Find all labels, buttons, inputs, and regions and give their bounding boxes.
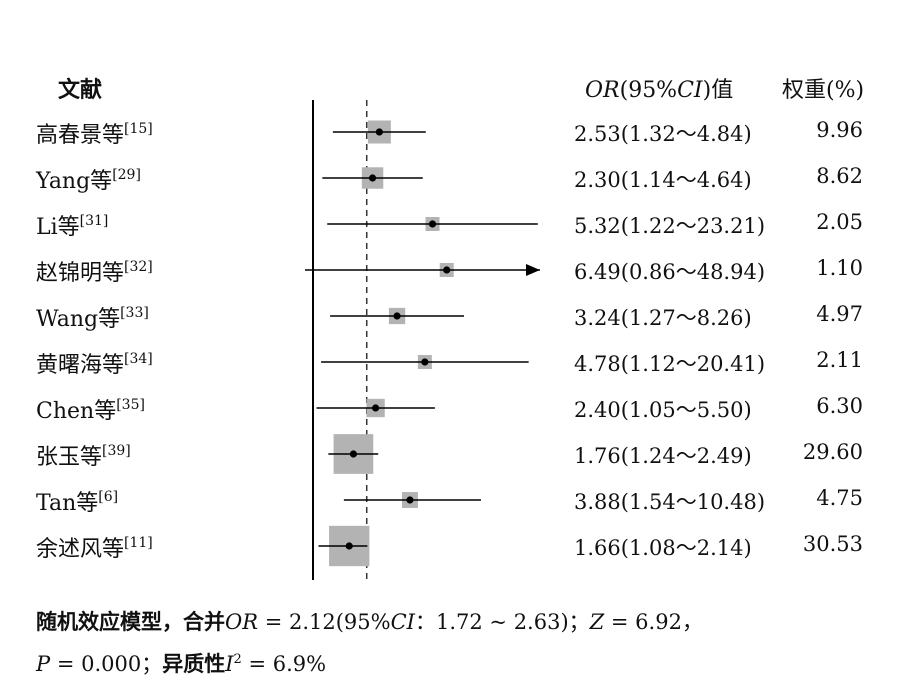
header-weight: 权重(%) <box>782 78 865 103</box>
or-ci-value: 3.24(1.27～8.26) <box>574 306 752 330</box>
study-reference: [32] <box>124 259 153 275</box>
summary-line-1: 随机效应模型，合并OR = 2.12(95%CI：1.72 ~ 2.63)；Z … <box>36 609 703 634</box>
study-label: 黄曙海等[34] <box>36 347 153 379</box>
study-label: 余述风等[11] <box>36 531 153 563</box>
ci-arrow <box>526 264 540 276</box>
weight-value: 4.97 <box>816 302 863 326</box>
or-ci-value: 3.88(1.54～10.48) <box>574 490 766 514</box>
point-estimate <box>443 266 451 274</box>
weight-value: 29.60 <box>802 440 863 464</box>
point-estimate <box>349 450 358 458</box>
study-reference: [34] <box>124 351 153 367</box>
study-name: Li等 <box>36 215 80 240</box>
study-label: Chen等[35] <box>36 393 145 425</box>
study-label: 高春景等[15] <box>36 117 153 149</box>
point-estimate <box>368 174 377 182</box>
or-ci-value: 2.53(1.32～4.84) <box>574 122 752 146</box>
or-ci-value: 1.66(1.08～2.14) <box>574 536 752 560</box>
study-reference: [33] <box>120 305 149 321</box>
study-name: Tan等 <box>36 491 99 516</box>
study-reference: [6] <box>98 489 119 505</box>
weight-value: 6.30 <box>816 394 863 418</box>
point-estimate <box>421 358 429 366</box>
weight-value: 4.75 <box>816 486 863 510</box>
weight-value: 2.11 <box>816 348 863 372</box>
study-label: 赵锦明等[32] <box>36 255 153 287</box>
study-name: Chen等 <box>36 399 117 424</box>
weight-value: 8.62 <box>816 164 863 188</box>
study-reference: [31] <box>79 213 109 229</box>
header-study: 文献 <box>58 77 103 103</box>
or-ci-value: 5.32(1.22～23.21) <box>574 214 766 238</box>
study-reference: [15] <box>124 121 153 137</box>
study-reference: [29] <box>112 167 141 183</box>
weight-value: 2.05 <box>816 210 863 234</box>
study-reference: [35] <box>116 397 145 413</box>
point-estimate <box>375 128 383 136</box>
weight-value: 9.96 <box>816 118 863 142</box>
study-reference: [39] <box>102 443 131 459</box>
study-name: 张玉等 <box>36 445 103 470</box>
point-estimate <box>371 404 380 412</box>
study-name: 余述风等 <box>36 537 125 562</box>
study-reference: [11] <box>124 535 153 551</box>
study-name: Wang等 <box>36 307 121 332</box>
or-ci-value: 1.76(1.24～2.49) <box>574 444 752 468</box>
study-name: 赵锦明等 <box>36 261 125 286</box>
or-ci-value: 2.30(1.14～4.64) <box>574 168 752 192</box>
header-or-ci: OR(95%CI)值 <box>585 78 734 103</box>
study-name: Yang等 <box>36 169 113 194</box>
weight-value: 1.10 <box>816 256 863 280</box>
study-label: Yang等[29] <box>36 163 141 195</box>
summary-line-2: P = 0.000；异质性I2 = 6.9% <box>36 651 327 676</box>
study-label: Tan等[6] <box>36 485 118 517</box>
study-label: 张玉等[39] <box>36 439 131 471</box>
point-estimate <box>428 220 437 228</box>
point-estimate <box>393 312 401 320</box>
or-ci-value: 4.78(1.12～20.41) <box>574 352 766 376</box>
or-ci-value: 6.49(0.86～48.94) <box>574 260 766 284</box>
point-estimate <box>345 542 353 550</box>
weight-value: 30.53 <box>802 532 863 556</box>
study-label: Wang等[33] <box>36 301 149 333</box>
study-name: 高春景等 <box>36 123 125 148</box>
or-ci-value: 2.40(1.05～5.50) <box>574 398 752 422</box>
study-label: Li等[31] <box>36 209 108 241</box>
point-estimate <box>406 496 414 504</box>
study-name: 黄曙海等 <box>36 353 125 378</box>
